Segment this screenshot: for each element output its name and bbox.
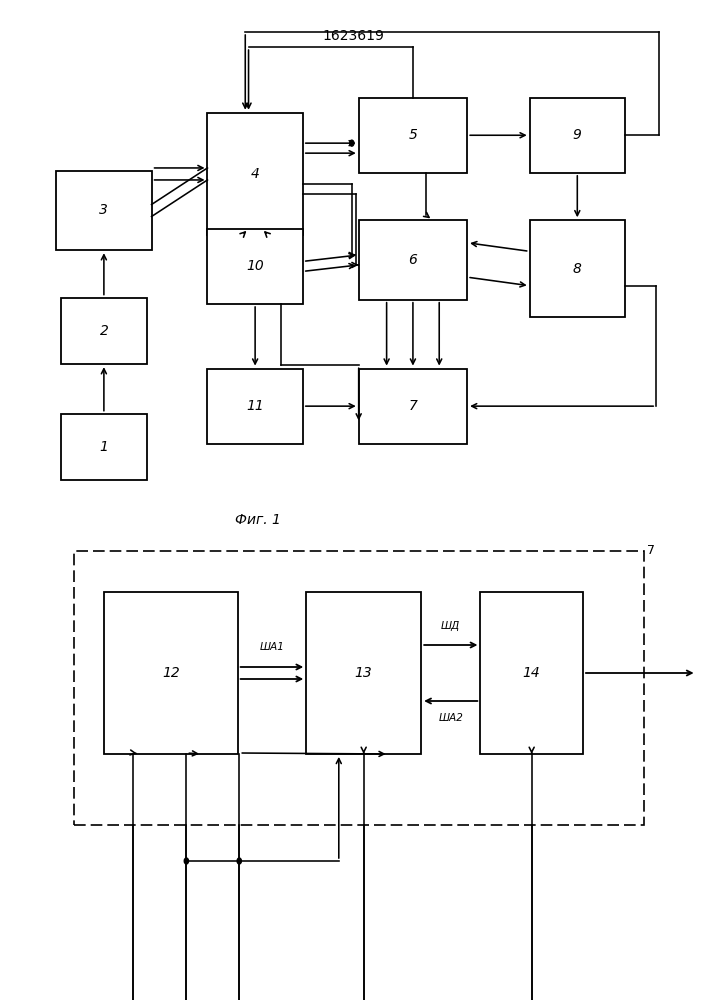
Text: 1623619: 1623619 — [322, 29, 385, 43]
Circle shape — [350, 140, 354, 146]
Circle shape — [185, 858, 189, 864]
Bar — [358, 220, 467, 300]
Bar — [104, 592, 238, 754]
Text: 6: 6 — [409, 253, 417, 267]
Bar — [74, 551, 643, 825]
Text: 2: 2 — [100, 324, 108, 338]
Text: 7: 7 — [647, 544, 655, 558]
Text: 8: 8 — [573, 262, 582, 276]
Text: 4: 4 — [251, 167, 259, 181]
Text: ШД: ШД — [441, 621, 460, 631]
Bar — [61, 298, 146, 364]
Bar — [207, 369, 303, 444]
Text: Фиг. 1: Фиг. 1 — [235, 513, 281, 527]
Text: 1: 1 — [100, 440, 108, 454]
Text: 5: 5 — [409, 128, 417, 142]
Bar — [530, 98, 625, 173]
Text: 10: 10 — [246, 259, 264, 273]
Bar — [358, 98, 467, 173]
Bar — [207, 229, 303, 304]
Bar — [480, 592, 583, 754]
Bar — [57, 171, 151, 250]
Text: 12: 12 — [162, 666, 180, 680]
Bar — [358, 369, 467, 444]
Text: 9: 9 — [573, 128, 582, 142]
Bar — [306, 592, 421, 754]
Text: 7: 7 — [409, 399, 417, 413]
Bar — [207, 113, 303, 235]
Text: 14: 14 — [522, 666, 541, 680]
Text: 11: 11 — [246, 399, 264, 413]
Text: 3: 3 — [100, 204, 108, 218]
Text: 13: 13 — [355, 666, 373, 680]
Bar — [61, 414, 146, 480]
Bar — [530, 220, 625, 317]
Circle shape — [237, 858, 241, 864]
Text: ША1: ША1 — [259, 642, 284, 652]
Text: ША2: ША2 — [438, 713, 463, 723]
